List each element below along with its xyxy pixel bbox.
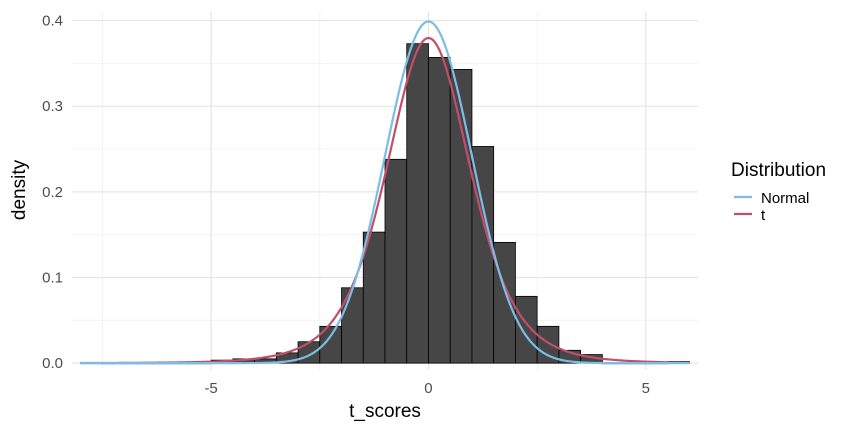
- y-tick-label: 0.3: [42, 98, 63, 115]
- y-axis-ticks: 0.0 0.1 0.2 0.3 0.4: [42, 13, 63, 373]
- density-curve-normal: [80, 20, 690, 365]
- histogram-bar: [362, 231, 386, 364]
- histogram-bar: [515, 295, 538, 364]
- histogram-bar: [536, 325, 560, 364]
- x-tick-label: 5: [642, 380, 650, 397]
- x-tick-label: 0: [424, 380, 432, 397]
- histogram-bar: [449, 68, 473, 364]
- x-tick-label: -5: [204, 380, 217, 397]
- y-axis-title: density: [9, 159, 30, 220]
- legend: Distribution Normal t: [731, 160, 826, 224]
- legend-label-normal: Normal: [761, 190, 809, 207]
- histogram-bar: [428, 56, 451, 364]
- x-axis-ticks: -5 0 5: [204, 380, 650, 397]
- histogram-bar: [406, 43, 429, 364]
- histogram-bar: [384, 158, 408, 364]
- x-axis-title: t_scores: [349, 401, 421, 422]
- y-tick-label: 0.0: [42, 355, 63, 372]
- legend-label-t: t: [761, 207, 766, 224]
- histogram-bar: [297, 341, 321, 364]
- y-tick-label: 0.4: [42, 13, 63, 30]
- y-tick-label: 0.1: [42, 270, 63, 287]
- histogram-bars: [80, 43, 690, 365]
- density-curves: [80, 20, 690, 365]
- histogram-bar: [341, 287, 364, 364]
- y-tick-label: 0.2: [42, 184, 63, 201]
- histogram-bar: [471, 146, 495, 364]
- legend-title: Distribution: [731, 160, 826, 181]
